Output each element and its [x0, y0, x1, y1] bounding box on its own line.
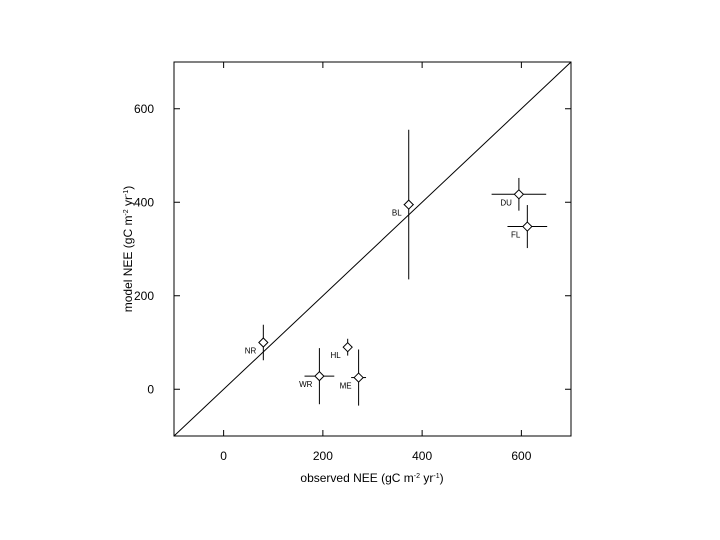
point-wr-label: WR [299, 380, 313, 389]
plot-frame [173, 61, 572, 437]
y-tick-label: 400 [134, 195, 154, 209]
point-du-label: DU [500, 198, 512, 207]
y-axis-title: model NEE (gC m-2 yr-1) [121, 186, 135, 313]
x-tick-label: 400 [412, 449, 432, 463]
point-wr-marker [314, 370, 325, 382]
axes-layer: 0 200 400 600 0 200 400 600 [134, 62, 571, 463]
point-fl-label: FL [511, 231, 521, 240]
y-tick-label: 200 [134, 289, 154, 303]
point-du-marker [513, 189, 525, 200]
point-hl-label: HL [330, 351, 341, 360]
x-tick-label: 0 [220, 449, 227, 463]
x-tick-label: 600 [511, 449, 531, 463]
point-fl-marker [522, 221, 533, 232]
x-tick-label: 200 [313, 449, 333, 463]
point-bl-label: BL [392, 209, 402, 218]
point-nr-marker [258, 337, 269, 348]
data-layer: NR WR HL ME BL DU FL [173, 61, 572, 437]
point-me-marker [353, 372, 364, 383]
point-nr-label: NR [245, 347, 257, 356]
point-bl-marker [403, 199, 414, 210]
one-to-one-line [173, 61, 572, 437]
point-hl-marker [342, 341, 353, 353]
y-tick-label: 600 [134, 102, 154, 116]
point-me-label: ME [340, 382, 352, 391]
x-axis-title: observed NEE (gC m-2 yr-1) [300, 471, 443, 485]
y-tick-label: 0 [147, 382, 154, 396]
